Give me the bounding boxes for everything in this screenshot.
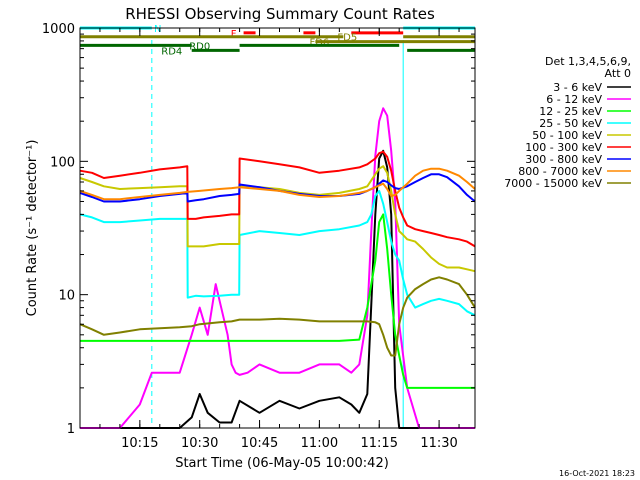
series-layer	[79, 107, 476, 429]
footer-timestamp: 16-Oct-2021 18:23	[559, 469, 635, 478]
series-line	[79, 276, 476, 357]
flag-label: N	[154, 24, 161, 35]
series-line	[79, 189, 476, 317]
flag-label: FD6	[309, 38, 329, 49]
legend-label: 100 - 300 keV	[525, 141, 602, 154]
legend-label: 300 - 800 keV	[525, 153, 602, 166]
x-tick-label: 11:30	[420, 436, 457, 451]
flag-label: FD5	[337, 33, 357, 44]
y-tick-label: 1	[67, 422, 75, 437]
flag-label: RD0	[189, 41, 210, 52]
flag-label: F	[231, 29, 237, 40]
legend-label: 6 - 12 keV	[546, 93, 602, 106]
y-tick-label: 1000	[42, 22, 75, 37]
legend-label: 3 - 6 keV	[553, 81, 602, 94]
y-tick-label: 100	[50, 155, 75, 170]
series-line	[79, 167, 476, 201]
x-tick-label: 10:30	[181, 436, 218, 451]
x-tick-label: 10:15	[121, 436, 158, 451]
x-tick-label: 11:15	[361, 436, 398, 451]
legend-label: 25 - 50 keV	[539, 117, 602, 130]
series-line	[80, 107, 475, 429]
legend-label: 800 - 7000 keV	[518, 165, 602, 178]
y-axis-label: Count Rate (s⁻¹ detector⁻¹)	[25, 140, 40, 317]
y-tick-label: 10	[58, 289, 75, 304]
flag-bars: N F FD5 FD6 RD0 RD4	[80, 24, 475, 57]
flag-label: RD4	[161, 46, 182, 57]
x-axis-label: Start Time (06-May-05 10:00:42)	[175, 456, 389, 471]
series-line	[79, 165, 476, 273]
plot-frame	[79, 27, 476, 429]
chart-title: RHESSI Observing Summary Count Rates	[125, 5, 435, 23]
reference-lines	[79, 40, 476, 428]
legend-header: Att 0	[605, 67, 631, 80]
legend-label: 50 - 100 keV	[532, 129, 602, 142]
series-line	[79, 150, 476, 248]
legend-label: 12 - 25 keV	[539, 105, 602, 118]
x-tick-label: 10:45	[241, 436, 278, 451]
legend-label: 7000 - 15000 keV	[504, 177, 602, 190]
axes: 1 10 100 1000 10:15 10:30 10:45 11:00 11:15 11:30	[42, 22, 476, 451]
series-line	[80, 213, 475, 389]
x-tick-label: 11:00	[301, 436, 338, 451]
legend-header: Det 1,3,4,5,6,9,	[545, 55, 631, 68]
